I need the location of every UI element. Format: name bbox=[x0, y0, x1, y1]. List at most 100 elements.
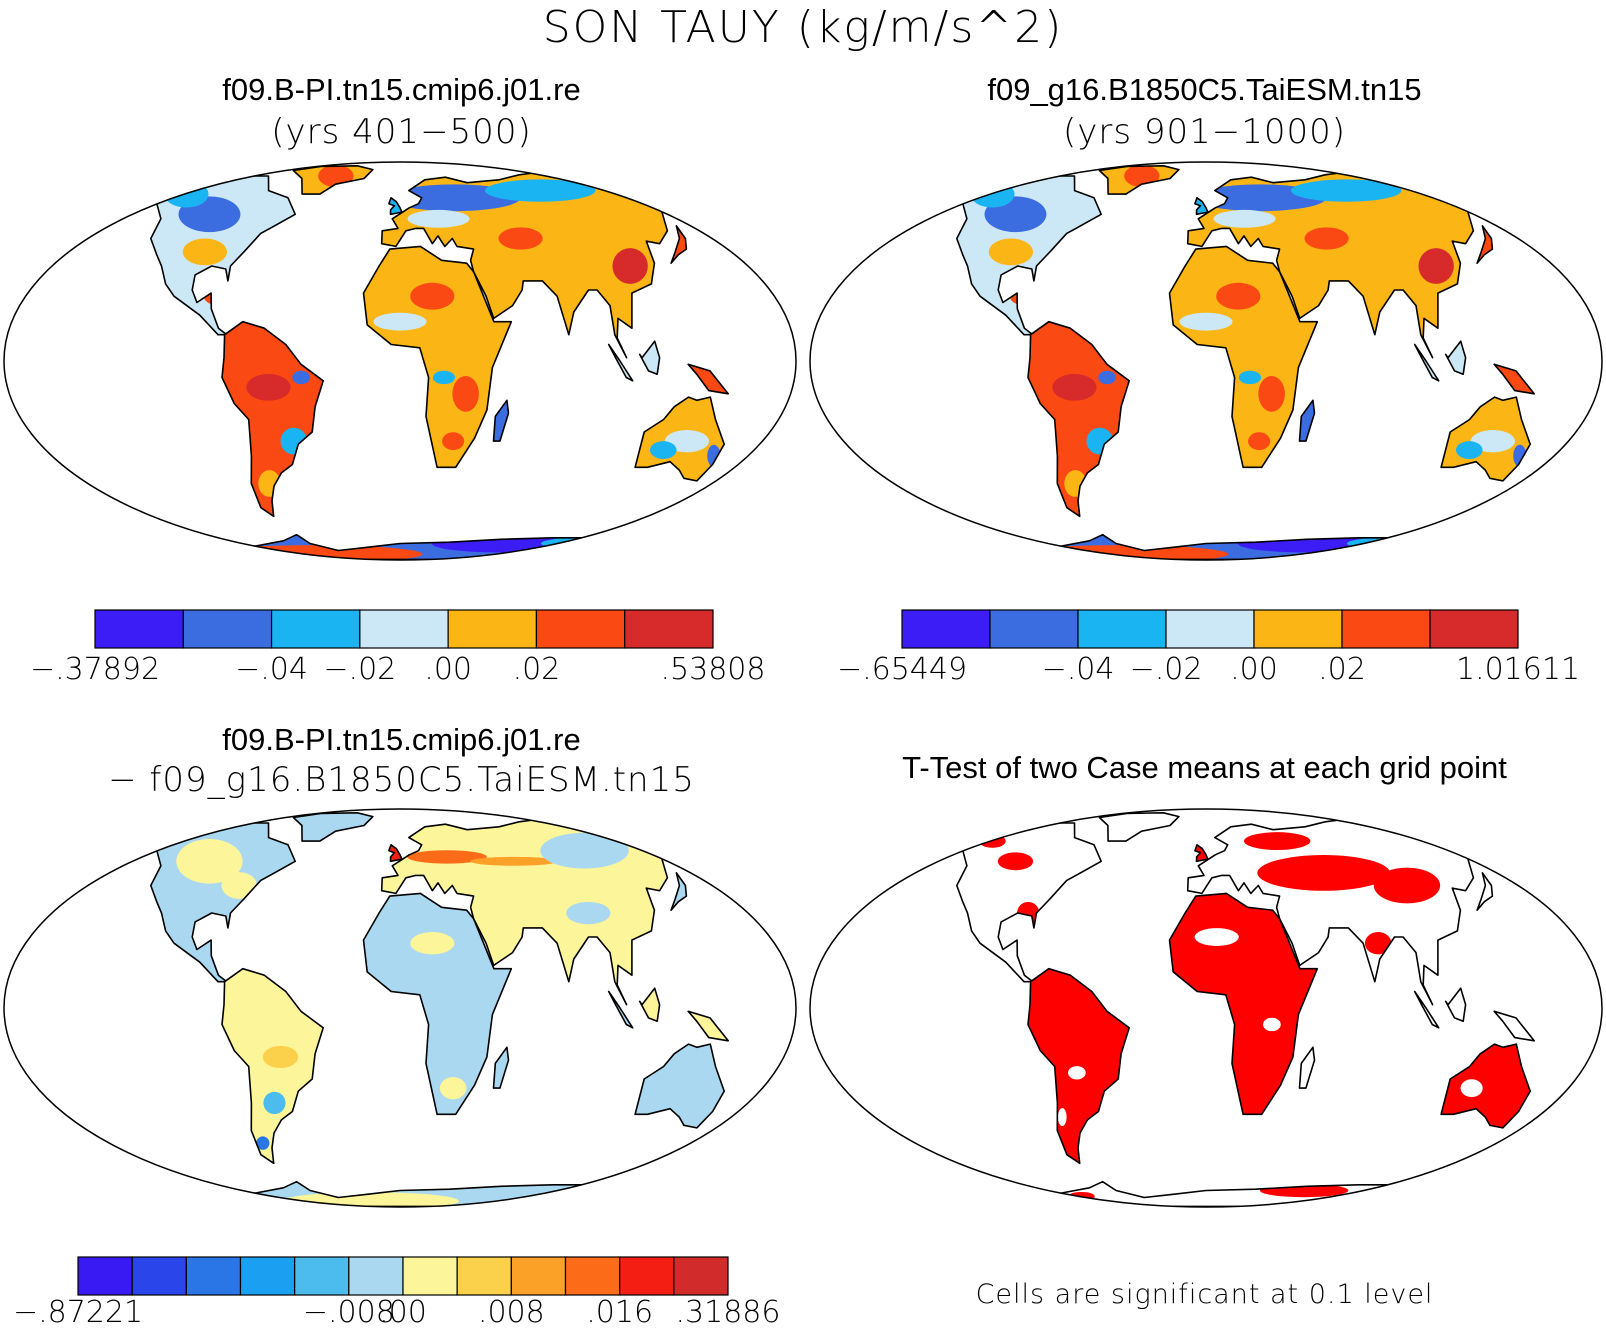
coastline bbox=[1493, 363, 1535, 395]
coastline bbox=[1413, 343, 1440, 382]
coastline bbox=[492, 1046, 510, 1089]
map-region bbox=[1364, 932, 1392, 955]
map-region bbox=[1470, 429, 1515, 453]
coastline bbox=[1298, 399, 1316, 442]
colorbar-swatch bbox=[131, 1256, 187, 1296]
colorbar-swatch bbox=[447, 609, 538, 649]
panel3-colorbar bbox=[77, 1256, 729, 1296]
map-region bbox=[988, 238, 1033, 266]
map-region bbox=[1124, 165, 1160, 188]
colorbar-swatch bbox=[1165, 609, 1255, 649]
coastline bbox=[914, 819, 1102, 983]
colorbar-swatch bbox=[348, 1256, 404, 1296]
map-region bbox=[1098, 370, 1116, 385]
map-region bbox=[1258, 375, 1285, 412]
significance-note: Cells are significant at 0.1 level bbox=[975, 1279, 1434, 1310]
colorbar-tick-label: −.04 bbox=[235, 652, 308, 687]
coastline bbox=[1440, 1043, 1531, 1129]
map-region bbox=[1068, 1066, 1086, 1080]
map-region bbox=[1373, 867, 1441, 904]
panel3-map bbox=[3, 808, 797, 1208]
coastline bbox=[1476, 872, 1494, 911]
colorbar-swatch bbox=[456, 1256, 512, 1296]
map-region bbox=[262, 1045, 299, 1069]
coastline bbox=[292, 165, 374, 195]
map-region bbox=[1460, 1079, 1483, 1098]
map-region bbox=[410, 282, 455, 310]
colorbar-tick-label: −.008 bbox=[302, 1295, 395, 1330]
coastline bbox=[1186, 169, 1510, 359]
map-region bbox=[1257, 855, 1390, 891]
coastline bbox=[292, 812, 374, 842]
colorbar-tick-label: .31886 bbox=[675, 1295, 781, 1330]
map-region bbox=[182, 238, 227, 266]
map-region bbox=[1290, 179, 1402, 202]
map-region bbox=[1194, 928, 1239, 946]
colorbar-swatch bbox=[185, 1256, 242, 1296]
colorbar-swatch bbox=[1253, 609, 1343, 649]
colorbar-tick-label: −.02 bbox=[1129, 652, 1203, 687]
panel2-map bbox=[809, 161, 1603, 561]
panel1-title: f09.B-PI.tn15.cmip6.j01.re bbox=[222, 72, 581, 107]
map-region bbox=[1304, 227, 1349, 250]
coastline bbox=[380, 816, 704, 1006]
coastline bbox=[380, 169, 704, 359]
colorbar-tick-label: .02 bbox=[512, 652, 561, 687]
coastline bbox=[638, 340, 661, 375]
map-region bbox=[1244, 832, 1311, 851]
colorbar-tick-label: .008 bbox=[477, 1295, 545, 1330]
colorbar-swatch bbox=[359, 609, 449, 649]
map-region bbox=[452, 375, 479, 412]
colorbar-swatch bbox=[1429, 609, 1519, 649]
map-region bbox=[1064, 470, 1087, 497]
map-region bbox=[498, 227, 543, 250]
colorbar-tick-label: .016 bbox=[586, 1295, 654, 1330]
coastline bbox=[1168, 245, 1319, 469]
map-region bbox=[432, 370, 455, 385]
coastline bbox=[670, 225, 688, 264]
colorbar-tick-label: −.04 bbox=[1041, 652, 1115, 687]
panel4-title: T-Test of two Case means at each grid po… bbox=[902, 750, 1507, 785]
coastline bbox=[724, 1113, 762, 1147]
coastline bbox=[607, 990, 634, 1029]
map-region bbox=[407, 209, 470, 228]
coastline bbox=[1530, 466, 1568, 500]
coastline bbox=[1027, 320, 1130, 518]
panel1-colorbar bbox=[94, 609, 714, 649]
panel3-subtitle: − f09_g16.B1850C5.TaiESM.tn15 bbox=[108, 760, 695, 800]
panel4-map bbox=[809, 808, 1603, 1208]
map-region bbox=[649, 441, 677, 460]
colorbar-swatch bbox=[182, 609, 273, 649]
map-region bbox=[373, 312, 427, 331]
colorbar-swatch bbox=[624, 609, 714, 649]
coastline bbox=[1098, 812, 1180, 842]
coastline bbox=[362, 245, 513, 469]
coastline bbox=[108, 172, 296, 336]
coastline bbox=[1098, 165, 1180, 195]
colorbar-tick-label: −.02 bbox=[323, 652, 397, 687]
coastline bbox=[388, 844, 403, 863]
panel3-title: f09.B-PI.tn15.cmip6.j01.re bbox=[222, 722, 581, 757]
coastline bbox=[221, 967, 324, 1165]
map-region bbox=[1057, 1108, 1067, 1127]
coastline bbox=[1298, 1046, 1316, 1089]
colorbar-swatch bbox=[94, 609, 184, 649]
colorbar-swatch bbox=[294, 1256, 350, 1296]
panel1-subtitle: (yrs 401−500) bbox=[271, 112, 532, 152]
colorbar-swatch bbox=[270, 609, 361, 649]
map-region bbox=[442, 432, 465, 451]
colorbar-swatch bbox=[673, 1256, 729, 1296]
coastline bbox=[1413, 990, 1440, 1029]
coastline bbox=[1194, 844, 1209, 863]
colorbar-swatch bbox=[989, 609, 1079, 649]
coastline bbox=[634, 396, 725, 482]
map-region bbox=[410, 932, 455, 955]
coastline bbox=[492, 399, 510, 442]
coastline bbox=[388, 197, 403, 216]
colorbar-swatch bbox=[619, 1256, 675, 1296]
coastline bbox=[1194, 197, 1209, 216]
map-region bbox=[566, 901, 611, 925]
map-region bbox=[1216, 282, 1261, 310]
coastline bbox=[1440, 396, 1531, 482]
colorbar-swatch bbox=[77, 1256, 133, 1296]
